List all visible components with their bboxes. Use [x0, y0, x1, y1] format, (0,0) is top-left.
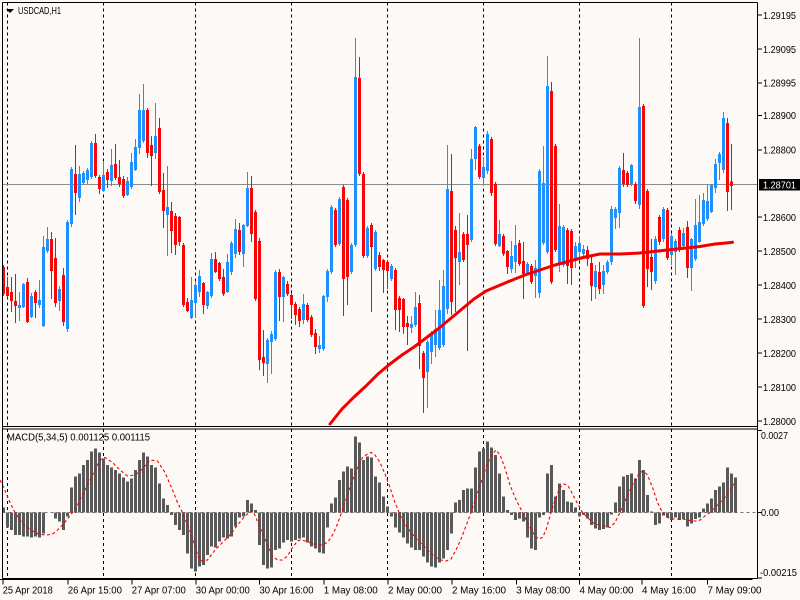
svg-text:3 May 08:00: 3 May 08:00 [516, 586, 570, 597]
svg-text:7 May 09:00: 7 May 09:00 [708, 586, 762, 597]
svg-text:4 May 16:00: 4 May 16:00 [642, 586, 696, 597]
svg-text:1.28000: 1.28000 [763, 416, 796, 428]
svg-text:1.28800: 1.28800 [763, 145, 796, 157]
svg-text:1.28701: 1.28701 [763, 180, 796, 192]
svg-text:30 Apr 00:00: 30 Apr 00:00 [196, 586, 250, 597]
svg-text:1.28500: 1.28500 [763, 246, 796, 258]
svg-text:2 May 00:00: 2 May 00:00 [388, 586, 442, 597]
svg-text:30 Apr 16:00: 30 Apr 16:00 [260, 586, 314, 597]
svg-text:1.29195: 1.29195 [763, 10, 796, 22]
svg-text:26 Apr 15:00: 26 Apr 15:00 [68, 586, 122, 597]
svg-text:1.28995: 1.28995 [763, 78, 796, 90]
svg-text:2 May 16:00: 2 May 16:00 [452, 586, 506, 597]
svg-text:1.29095: 1.29095 [763, 44, 796, 56]
svg-text:1.28200: 1.28200 [763, 348, 796, 360]
svg-text:1.28100: 1.28100 [763, 382, 796, 394]
svg-text:0.0027: 0.0027 [761, 430, 788, 442]
svg-text:1.28300: 1.28300 [763, 314, 796, 326]
svg-text:-0.00215: -0.00215 [760, 567, 797, 579]
svg-text:MACD(5,34,5) 0.001125 0.001115: MACD(5,34,5) 0.001125 0.001115 [7, 433, 150, 444]
svg-text:1.28900: 1.28900 [763, 110, 796, 122]
svg-text:1.28400: 1.28400 [763, 280, 796, 292]
svg-text:27 Apr 07:00: 27 Apr 07:00 [132, 586, 186, 597]
svg-text:1.28600: 1.28600 [763, 212, 796, 224]
svg-text:USDCAD,H1: USDCAD,H1 [18, 5, 61, 17]
svg-text:4 May 00:00: 4 May 00:00 [580, 586, 634, 597]
svg-text:25 Apr 2018: 25 Apr 2018 [3, 586, 53, 597]
svg-text:1 May 08:00: 1 May 08:00 [324, 586, 378, 597]
svg-text:0.00: 0.00 [761, 507, 779, 519]
